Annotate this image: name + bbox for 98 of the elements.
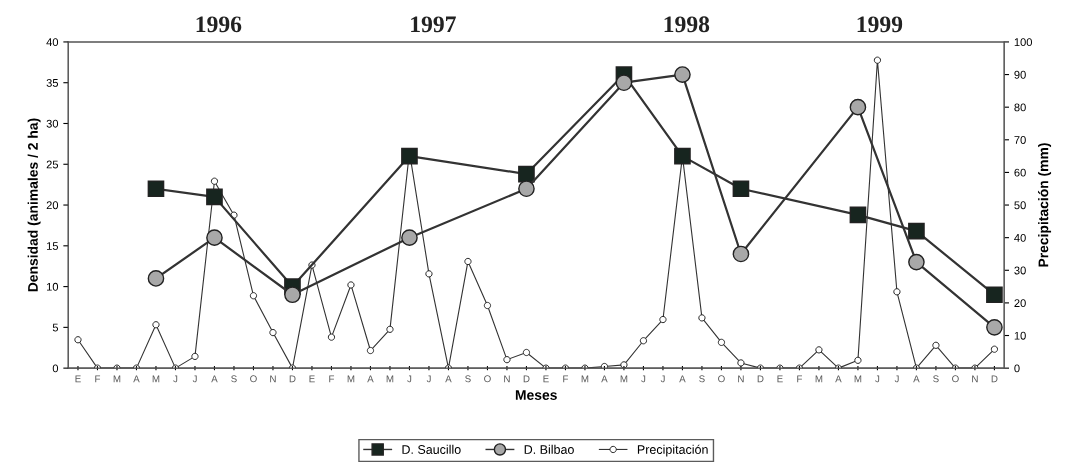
point	[732, 180, 750, 198]
x-axis-title: Meses	[515, 390, 557, 400]
x-tick-label: D	[523, 375, 530, 383]
point	[986, 319, 1003, 336]
point	[518, 165, 535, 183]
point	[206, 188, 223, 206]
x-tick-label: N	[504, 375, 510, 383]
x-tick-label: N	[972, 375, 978, 383]
y-tick-label: 10	[46, 282, 59, 291]
x-tick-label: F	[563, 375, 569, 383]
x-tick-label: E	[309, 375, 315, 383]
y-tick-label: 40	[46, 38, 59, 47]
x-tick-label: J	[641, 375, 646, 383]
text: 1998	[664, 16, 710, 33]
y2-axis-title: Precipitación (mm)	[1037, 143, 1052, 267]
text: 1997	[411, 16, 456, 33]
x-tick-label: M	[386, 375, 394, 383]
x-tick-label: A	[913, 375, 920, 383]
point	[908, 253, 925, 271]
x-tick-label: A	[679, 375, 686, 383]
x-tick-label: J	[173, 375, 178, 383]
x-tick-label: D	[757, 375, 764, 383]
x-tick-label: J	[875, 375, 880, 383]
x-tick-label: M	[581, 375, 589, 383]
point	[401, 229, 418, 246]
point	[401, 147, 418, 165]
y2-tick-label: 60	[1014, 168, 1026, 177]
legend-label: D. Bilbao	[524, 444, 574, 454]
x-tick-label: M	[854, 375, 862, 383]
x-tick-label: D	[289, 375, 296, 383]
x-tick-label: S	[465, 375, 471, 383]
x-tick-label: A	[445, 375, 452, 383]
y2-tick-label: 70	[1014, 136, 1026, 144]
y-tick-label: 0	[52, 364, 59, 373]
point	[986, 286, 1003, 304]
x-tick-label: M	[347, 375, 355, 383]
x-tick-label: J	[660, 375, 665, 383]
y2-tick-label: 90	[1014, 70, 1026, 79]
legend-label: Precipitación	[637, 444, 708, 457]
point	[732, 245, 750, 263]
x-tick-label: A	[601, 375, 608, 383]
x-tick-label: E	[777, 375, 783, 383]
x-tick-label: O	[718, 375, 725, 383]
point	[615, 74, 633, 92]
y2-tick-label: 80	[1014, 103, 1026, 112]
point	[908, 222, 925, 240]
x-tick-label: M	[620, 375, 628, 383]
x-tick-label: M	[152, 375, 160, 383]
x-tick-label: M	[815, 375, 823, 383]
x-tick-label: D	[991, 375, 998, 383]
x-tick-label: F	[95, 375, 101, 383]
y2-tick-label: 40	[1014, 233, 1026, 242]
y2-tick-label: 0	[1014, 364, 1020, 373]
point	[849, 206, 867, 224]
y-tick-label: 20	[46, 201, 59, 210]
x-tick-label: F	[329, 375, 335, 383]
point	[284, 286, 301, 304]
x-tick-label: S	[699, 375, 705, 383]
y-axis-title: Densidad (animales / 2 ha)	[27, 118, 41, 292]
x-tick-label: F	[797, 375, 803, 383]
point	[206, 229, 223, 246]
y2-tick-label: 50	[1014, 201, 1026, 210]
x-tick-label: O	[484, 375, 491, 383]
y2-tick-label: 20	[1014, 299, 1026, 308]
x-tick-label: N	[270, 375, 276, 383]
point	[147, 180, 165, 198]
x-tick-label: O	[250, 375, 257, 383]
x-tick-label: J	[426, 375, 431, 383]
y-tick-label: 35	[46, 78, 59, 87]
x-tick-label: A	[835, 375, 842, 383]
point	[518, 180, 535, 198]
point	[674, 147, 691, 165]
x-tick-label: A	[211, 375, 218, 383]
legend-label: D. Saucillo	[402, 444, 461, 454]
x-tick-label: E	[75, 375, 81, 383]
y-tick-label: 30	[46, 119, 59, 128]
text: 1996	[196, 16, 242, 33]
point	[849, 98, 867, 116]
x-tick-label: N	[738, 375, 744, 383]
y-tick-label: 15	[46, 242, 59, 250]
x-tick-label: J	[407, 375, 412, 383]
y2-tick-label: 100	[1014, 38, 1032, 47]
y2-tick-label: 30	[1014, 266, 1026, 275]
point	[674, 66, 691, 83]
x-tick-label: S	[231, 375, 237, 383]
x-tick-label: J	[192, 375, 197, 383]
y-tick-label: 5	[52, 323, 59, 332]
x-tick-label: E	[543, 375, 549, 383]
x-tick-label: A	[367, 375, 374, 383]
x-tick-label: J	[894, 375, 899, 383]
text: 1999	[857, 16, 903, 33]
x-tick-label: O	[952, 375, 959, 383]
x-tick-label: A	[133, 375, 140, 383]
y2-tick-label: 10	[1014, 331, 1026, 340]
x-tick-label: S	[933, 375, 939, 383]
y-tick-label: 25	[46, 160, 59, 169]
x-tick-label: M	[113, 375, 121, 383]
point	[147, 270, 165, 287]
